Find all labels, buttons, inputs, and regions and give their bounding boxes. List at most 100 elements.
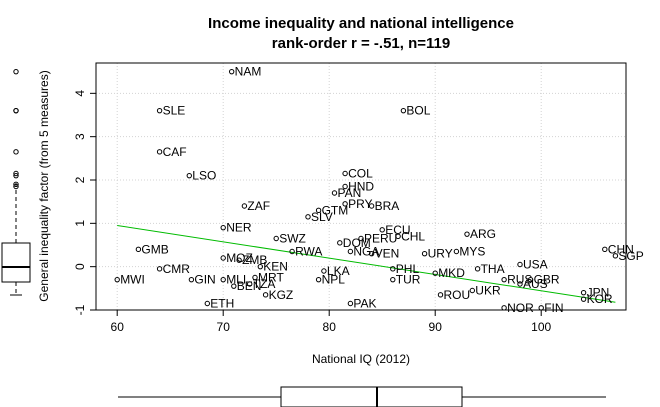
point-label: VEN <box>375 247 400 261</box>
data-point <box>395 233 401 240</box>
data-point <box>390 276 396 283</box>
point-label: BRA <box>375 199 400 213</box>
y-tick-label: 0 <box>73 263 87 270</box>
data-point <box>464 231 470 237</box>
point-label: KOR <box>587 292 613 306</box>
point-label: PAK <box>353 297 376 311</box>
plot-frame <box>95 62 627 311</box>
y-tick-label: 2 <box>73 176 87 183</box>
point-label: DOM <box>343 236 371 250</box>
data-point <box>368 250 375 257</box>
data-point <box>342 183 348 190</box>
point-label: MYS <box>459 245 485 259</box>
data-point <box>186 172 192 179</box>
point-label: SGP <box>618 249 643 263</box>
point-label: SLV <box>311 210 333 224</box>
point-label: LKA <box>327 264 350 278</box>
point-label: PAN <box>338 186 362 200</box>
data-point <box>612 253 619 259</box>
outlier-point <box>13 170 19 177</box>
data-point <box>469 287 475 294</box>
point-label: MKD <box>438 266 465 280</box>
x-axis: 60 70 80 90 100 <box>111 310 552 334</box>
point-label: NOR <box>507 301 534 315</box>
x-tick-label: 80 <box>323 320 337 334</box>
y-axis: -1 0 1 2 3 4 <box>73 90 96 315</box>
outlier-point <box>13 107 19 114</box>
outlier-point <box>13 183 19 190</box>
data-point <box>517 261 523 268</box>
data-point <box>347 300 354 307</box>
data-point <box>236 257 242 263</box>
data-point <box>231 283 237 289</box>
outlier-point <box>13 181 19 188</box>
point-label: CAF <box>163 145 187 159</box>
point-label: GMB <box>141 242 168 256</box>
data-point <box>156 107 163 114</box>
point-label: MWI <box>120 273 145 287</box>
x-tick-label: 70 <box>217 320 231 334</box>
y-tick-label: -1 <box>73 304 87 315</box>
point-label: TZA <box>253 277 276 291</box>
data-point <box>273 235 279 242</box>
point-label: AUS <box>523 277 548 291</box>
data-point <box>342 170 348 177</box>
data-point <box>474 266 481 272</box>
point-label: LSO <box>192 169 216 183</box>
point-label: PERU <box>364 232 397 246</box>
data-point <box>390 266 396 272</box>
data-point <box>379 227 385 233</box>
data-point <box>247 281 253 287</box>
point-label: UKR <box>475 284 501 298</box>
data-point <box>262 292 269 298</box>
data-point <box>114 276 120 283</box>
data-point <box>501 276 507 283</box>
data-point <box>538 305 544 311</box>
point-label: URY <box>428 247 453 261</box>
point-label: NAM <box>235 65 262 79</box>
regression-line <box>117 225 616 303</box>
data-point <box>156 266 163 272</box>
point-label: CMR <box>163 262 191 276</box>
x-marginal-boxplot <box>118 386 606 407</box>
data-point <box>400 107 407 114</box>
data-point <box>432 270 438 276</box>
data-point <box>220 255 226 261</box>
point-label: BOL <box>406 104 430 118</box>
data-point <box>305 214 311 220</box>
x-tick-label: 60 <box>111 320 125 334</box>
data-point <box>421 250 428 257</box>
data-point <box>321 268 327 274</box>
y-tick-label: 4 <box>73 90 87 97</box>
data-point <box>453 248 460 255</box>
data-point <box>580 296 587 302</box>
data-point <box>602 246 608 253</box>
data-point <box>220 276 226 283</box>
point-label: NER <box>226 221 252 235</box>
y-tick-label: 1 <box>73 220 87 227</box>
point-label: ETH <box>210 297 234 311</box>
data-point <box>527 276 534 283</box>
data-point <box>252 274 258 281</box>
outlier-point <box>13 149 19 155</box>
data-point <box>188 276 195 283</box>
chart-title: Income inequality and national intellige… <box>208 15 514 32</box>
data-point <box>358 235 364 242</box>
point-label: CHN <box>608 242 634 256</box>
point-label: TUR <box>396 273 421 287</box>
x-tick-label: 90 <box>429 320 443 334</box>
data-point <box>289 248 295 255</box>
point-label: ZAF <box>247 199 270 213</box>
point-label: THA <box>481 262 505 276</box>
data-point <box>241 203 248 209</box>
point-label: SWZ <box>279 232 306 246</box>
data-point <box>257 263 263 270</box>
point-label: GTM <box>322 203 349 217</box>
point-label: MRT <box>258 271 284 285</box>
y-marginal-boxplot <box>1 68 31 296</box>
point-label: COL <box>348 167 373 181</box>
data-point <box>315 276 322 283</box>
point-label: GBR <box>534 273 560 287</box>
